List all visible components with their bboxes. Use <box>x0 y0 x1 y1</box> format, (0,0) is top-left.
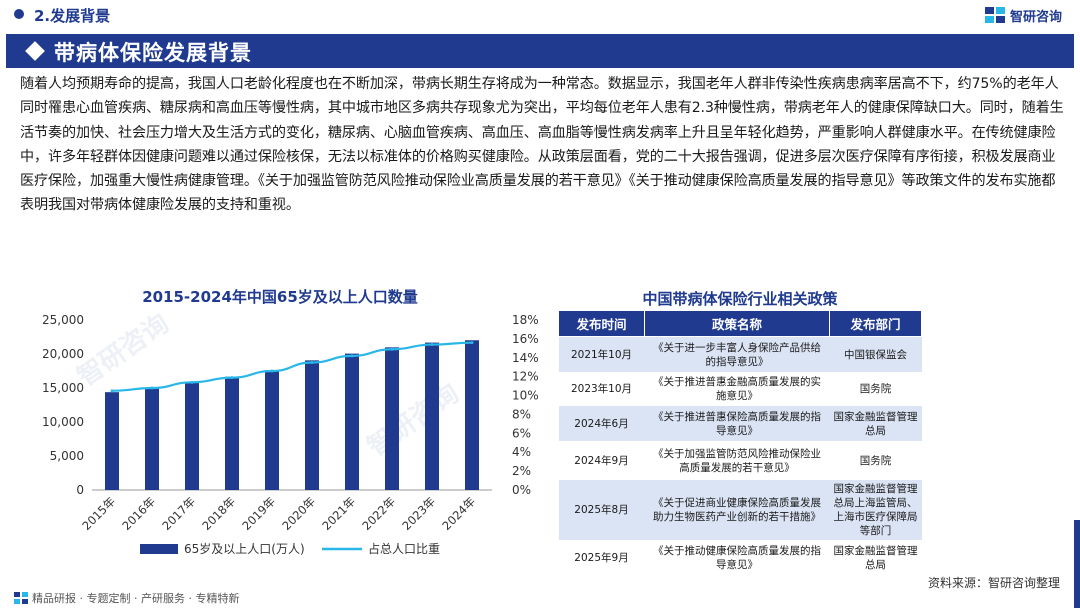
bar <box>225 376 239 490</box>
bar <box>305 360 319 490</box>
cell-dept: 国务院 <box>829 372 922 406</box>
y-right-tick-label: 14% <box>512 351 539 365</box>
cell-name: 《关于促进商业健康保险高质量发展助力生物医药产业创新的若干措施》 <box>644 479 830 541</box>
brand-name: 智研咨询 <box>1009 9 1062 25</box>
cell-dept: 国务院 <box>829 441 922 480</box>
cell-name: 《关于进一步丰富人身保险产品供给的指导意见》 <box>644 336 830 373</box>
cell-date: 2024年6月 <box>558 405 645 442</box>
cell-name: 《关于推进普惠保险高质量发展的指导意见》 <box>644 405 830 442</box>
section-label: 2.发展背景 <box>34 7 111 25</box>
line-point <box>430 343 434 347</box>
line-point <box>350 354 354 358</box>
y-right-tick-label: 6% <box>512 426 531 440</box>
cell-date: 2025年8月 <box>558 479 645 541</box>
table-row: 2024年6月 《关于推进普惠保险高质量发展的指导意见》 国家金融监督管理总局 <box>558 405 922 442</box>
y-right-tick-label: 18% <box>512 313 539 327</box>
table-title: 中国带病体保险行业相关政策 <box>642 290 838 308</box>
x-tick-label: 2020年 <box>279 494 318 533</box>
title-banner: 带病体保险发展背景 <box>6 34 1074 68</box>
policy-table: 发布时间 政策名称 发布部门 2021年10月 《关于进一步丰富人身保险产品供给… <box>558 310 922 575</box>
footer: 精品研报 · 专题定制 · 产研服务 · 专精特新 <box>14 590 239 606</box>
x-tick-label: 2017年 <box>159 494 198 533</box>
table-row: 2025年9月 《关于推动健康保险高质量发展的指导意见》 国家金融监督管理总局 <box>558 540 922 575</box>
legend-swatch-bar <box>140 544 178 554</box>
y-right-tick-label: 12% <box>512 370 539 384</box>
cell-name: 《关于推动健康保险高质量发展的指导意见》 <box>644 540 830 575</box>
population-chart: 0 5,000 10,000 15,000 20,000 25,000 0% 2% 4% 6% 8%… <box>42 313 539 556</box>
header-date: 发布时间 <box>558 310 645 337</box>
header-dept: 发布部门 <box>829 310 922 337</box>
legend-label: 65岁及以上人口(万人) <box>184 541 305 556</box>
y-right-tick-label: 0% <box>512 483 531 497</box>
bar <box>145 387 159 490</box>
table-row: 2025年8月 《关于促进商业健康保险高质量发展助力生物医药产业创新的若干措施》… <box>558 479 922 541</box>
line-point <box>110 389 114 393</box>
cell-date: 2025年9月 <box>558 540 645 575</box>
y-right-tick-label: 16% <box>512 332 539 346</box>
header-name: 政策名称 <box>644 310 830 337</box>
bar <box>185 382 199 490</box>
cell-dept: 中国银保监会 <box>829 336 922 373</box>
bar <box>105 392 119 490</box>
page-title: 带病体保险发展背景 <box>54 41 252 65</box>
footer-logo-icon <box>14 592 28 604</box>
cell-name: 《关于加强监管防范风险推动保险业高质量发展的若干意见》 <box>644 441 830 480</box>
line-point <box>470 341 474 345</box>
cell-dept: 国家金融监督管理总局 <box>829 405 922 442</box>
table-row: 2021年10月 《关于进一步丰富人身保险产品供给的指导意见》 中国银保监会 <box>558 336 922 373</box>
x-tick-label: 2022年 <box>359 494 398 533</box>
table-row: 2023年10月 《关于推进普惠金融高质量发展的实施意见》 国务院 <box>558 372 922 406</box>
line-point <box>150 386 154 390</box>
y-right-tick-label: 4% <box>512 445 531 459</box>
chart-title: 2015-2024年中国65岁及以上人口数量 <box>142 288 418 306</box>
bar <box>385 347 399 490</box>
legend-label: 占总人口比重 <box>368 541 440 556</box>
cell-date: 2023年10月 <box>558 372 645 406</box>
y-right-tick-label: 8% <box>512 407 531 421</box>
accent-bar <box>1074 520 1080 608</box>
line-point <box>310 361 314 364</box>
series-line <box>111 341 473 392</box>
y-left-tick-label: 25,000 <box>42 313 84 327</box>
bar <box>465 340 479 490</box>
cell-date: 2024年9月 <box>558 441 645 480</box>
table-header-row: 发布时间 政策名称 发布部门 <box>558 310 922 337</box>
x-tick-label: 2015年 <box>79 494 118 533</box>
x-tick-label: 2023年 <box>399 494 438 533</box>
x-tick-label: 2021年 <box>319 494 358 533</box>
line-point <box>270 369 274 373</box>
y-right-tick-label: 10% <box>512 389 539 403</box>
brand-mark-icon <box>984 7 1005 23</box>
cell-dept: 国家金融监督管理总局 <box>829 540 922 575</box>
cell-name: 《关于推进普惠金融高质量发展的实施意见》 <box>644 372 830 406</box>
line-point <box>190 380 194 384</box>
cell-dept: 国家金融监督管理总局上海监管局、上海市医疗保障局等部门 <box>829 479 922 541</box>
source-note: 资料来源：智研咨询整理 <box>927 576 1060 590</box>
line-point <box>230 376 234 380</box>
y-left-tick-label: 10,000 <box>42 415 84 429</box>
footer-text: 精品研报 · 专题定制 · 产研服务 · 专精特新 <box>32 592 240 605</box>
intro-paragraph: 随着人均预期寿命的提高，我国人口老龄化程度也在不断加深，带病长期生存将成为一种常… <box>20 76 1064 214</box>
top-bar: 2.发展背景 智研咨询 <box>0 0 1080 32</box>
bar <box>425 342 439 490</box>
cell-date: 2021年10月 <box>558 336 645 373</box>
brand-logo: 智研咨询 <box>984 5 1062 25</box>
y-left-tick-label: 15,000 <box>42 381 84 395</box>
line-point <box>390 347 394 351</box>
y-left-tick-label: 0 <box>76 483 84 497</box>
y-left-tick-label: 5,000 <box>50 449 84 463</box>
y-left-tick-label: 20,000 <box>42 347 84 361</box>
y-right-tick-label: 2% <box>512 464 531 478</box>
table-row: 2024年9月 《关于加强监管防范风险推动保险业高质量发展的若干意见》 国务院 <box>558 441 922 480</box>
section-dot-icon <box>14 9 24 19</box>
bar <box>265 370 279 490</box>
bar <box>345 353 359 490</box>
x-tick-label: 2019年 <box>239 494 278 533</box>
diamond-icon <box>25 41 45 61</box>
x-tick-label: 2018年 <box>199 494 238 533</box>
x-tick-label: 2016年 <box>119 494 158 533</box>
x-tick-label: 2024年 <box>439 494 478 533</box>
